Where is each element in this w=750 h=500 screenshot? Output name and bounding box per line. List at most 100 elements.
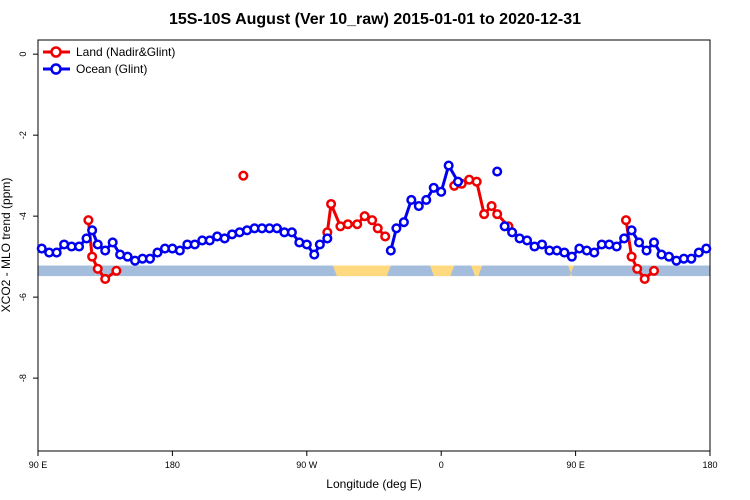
series-1-point-1-0 [385,245,396,256]
y-axis-label: XCO2 - MLO trend (ppm) [0,178,13,313]
series-0-point-0-1 [87,251,98,262]
series-1-point-0-39 [322,233,333,244]
series-1 [36,160,712,266]
series-1-point-0-23 [204,235,215,246]
legend-land-label: Land (Nadir&Glint) [76,45,175,59]
series-1-point-3-19 [641,245,652,256]
y-tick-label-0: 0 [18,52,28,57]
series-0-point-2-4 [352,219,363,230]
series-0-point-0-2 [92,263,103,274]
series-1-point-3-8 [559,247,570,258]
series-0-point-4-0 [620,215,632,226]
series-1-point-2-0 [492,166,503,177]
series-1-point-0-10 [107,237,118,248]
series-0-point-2-7 [372,223,383,234]
series-0-point-4-1 [626,251,637,262]
legend-ocean-marker [50,63,62,75]
series-1-point-3-0 [499,221,510,232]
series-1-point-0-12 [122,251,133,262]
y-tick-label-2: -4 [18,212,28,220]
series-1-point-0-7 [87,225,98,236]
series-0-point-3-6 [492,209,503,220]
series-0-point-2-3 [342,219,353,230]
series-1-point-0-21 [189,239,200,250]
series-1-point-1-4 [413,200,424,212]
series-0-point-4-4 [648,265,660,276]
series-1-point-3-18 [634,237,645,248]
series-1-point-1-3 [406,194,417,205]
series-1-point-0-34 [286,227,297,238]
series-1-line-1 [389,164,460,251]
series-1-point-1-2 [398,217,409,228]
series-1-point-0-8 [92,239,103,250]
surface-band-land-3 [471,265,483,277]
x-tick-label-0: 90 E [29,460,48,470]
series-0-point-4-2 [632,263,643,274]
series-1-point-1-8 [443,160,454,171]
legend-ocean-label: Ocean (Glint) [76,62,147,76]
series-1-point-3-15 [611,241,622,252]
series-1-point-0-15 [144,253,156,264]
series-0-point-0-4 [111,265,122,276]
series-1-point-3-1 [507,227,518,238]
series-1-point-0-16 [152,247,163,258]
y-tick-label-4: -8 [18,374,28,382]
series-0-point-3-4 [479,209,490,220]
series-0-point-1-0 [238,170,249,181]
series-1-point-3-26 [693,247,704,258]
surface-band [38,265,710,277]
series-1-point-0-38 [314,239,325,250]
series-1-point-3-9 [566,251,577,262]
series-1-point-0-25 [219,233,230,244]
series-1-point-1-5 [421,194,432,205]
series-1-point-1-6 [428,182,439,193]
x-tick-label-4: 90 E [566,460,585,470]
series-1-point-0-6 [81,233,92,244]
chart-title: 15S-10S August (Ver 10_raw) 2015-01-01 t… [169,11,581,28]
y-axis: 0 -2 -4 -6 -8 [18,52,38,382]
series-1-point-0-32 [271,223,282,234]
legend: Land (Nadir&Glint) Ocean (Glint) [43,45,175,76]
series-1-point-0-2 [51,247,62,258]
x-tick-label-1: 180 [165,460,180,470]
series-1-point-3-25 [686,253,697,264]
surface-band-land-2 [430,265,455,277]
series-0-point-3-3 [471,176,482,187]
y-tick-label-3: -6 [18,293,28,301]
x-tick-label-5: 180 [702,460,717,470]
series-1-point-0-5 [74,241,85,252]
series-0-point-2-5 [359,211,370,222]
x-axis-label: Longitude (deg E) [326,477,421,491]
series-1-point-3-5 [536,239,548,250]
series-1-point-3-3 [522,235,533,246]
series-layer [36,160,712,284]
series-0-point-4-3 [639,273,650,284]
series-0-point-2-6 [367,215,378,226]
series-1-point-3-17 [626,225,637,236]
y-tick-label-1: -2 [18,131,28,139]
series-1-point-1-7 [436,186,447,197]
series-0-point-2-1 [326,198,337,210]
x-tick-label-3: 0 [439,460,444,470]
series-0-point-0-3 [100,273,111,284]
legend-land-marker [50,46,62,58]
series-1-point-0-37 [309,249,320,260]
series-0-point-3-5 [486,200,497,212]
series-1-point-3-20 [648,237,660,248]
series-1-point-0-0 [36,243,47,254]
series-0-point-0-0 [83,215,94,226]
series-1-point-1-1 [391,223,402,234]
x-tick-label-2: 90 W [296,460,318,470]
series-1-point-3-27 [701,243,712,254]
series-1-point-1-9 [452,176,464,187]
series-1-point-0-36 [301,239,312,250]
surface-band-land-4 [568,265,574,277]
series-1-point-0-9 [100,245,111,256]
x-axis: 90 E 180 90 W 0 90 E 180 [29,451,718,470]
series-1-point-3-12 [589,247,600,258]
surface-band-land-1 [332,265,391,277]
series-1-point-0-19 [174,245,185,256]
series-1-point-3-22 [663,251,674,262]
series-1-point-3-16 [619,233,630,244]
